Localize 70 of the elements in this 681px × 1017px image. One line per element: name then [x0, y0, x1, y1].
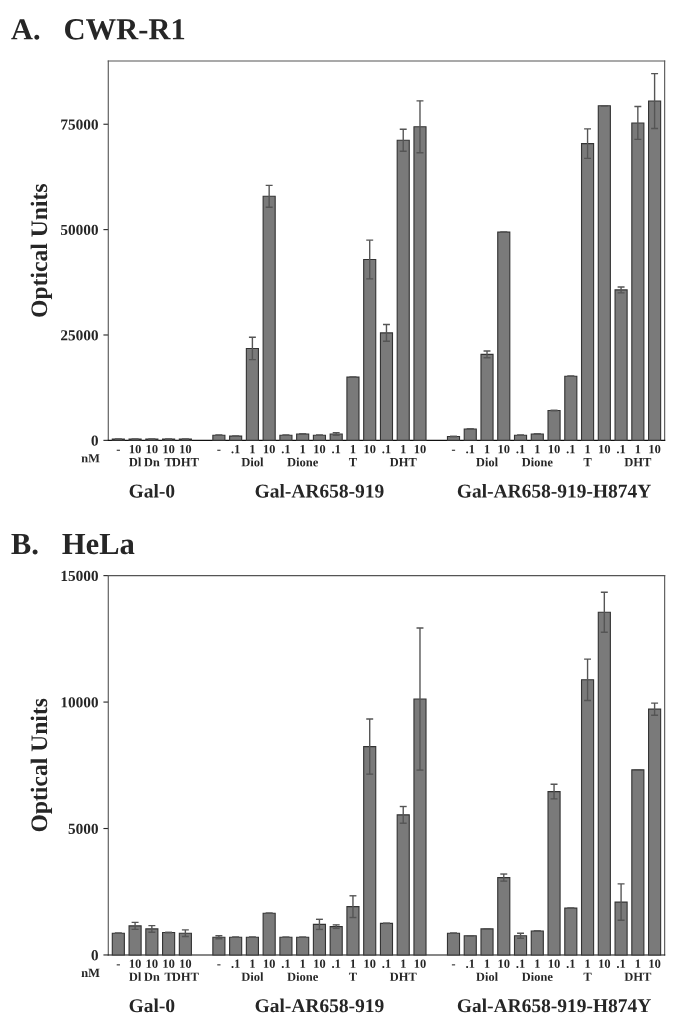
- x-tick-label: 1 Diol: [476, 959, 498, 981]
- text: nM: [81, 968, 100, 977]
- y-tick-label: 0: [91, 950, 98, 961]
- text: Gal-0: [129, 998, 175, 1013]
- y-tick-label: 0: [91, 435, 98, 446]
- x-tick-label: -: [451, 964, 456, 966]
- x-tick-label: .1: [382, 959, 391, 968]
- x-tick-label: 10: [599, 444, 611, 454]
- chart-title: B. HeLa: [11, 533, 135, 555]
- x-tick-label: 10: [498, 444, 510, 454]
- x-tick-label: .1: [616, 959, 626, 968]
- x-tick-label: .1: [516, 959, 525, 968]
- x-tick-label: 10: [548, 444, 560, 454]
- text: Gal-AR658-919: [255, 483, 384, 498]
- x-tick-label: 1 Diol: [476, 444, 498, 467]
- y-tick-label: 75000: [61, 119, 98, 130]
- x-tick-label: -: [116, 964, 120, 966]
- x-tick-label: .1: [382, 444, 391, 454]
- text: Gal-AR658-919-H874Y: [457, 998, 651, 1013]
- x-tick-label: .1: [566, 444, 575, 454]
- text: Gal-AR658-919-H874Y: [457, 483, 651, 498]
- x-tick-label: 10: [498, 959, 510, 968]
- x-tick-label: .1: [281, 444, 290, 454]
- x-tick-label: -: [217, 964, 221, 966]
- y-axis-title: Optical Units: [30, 698, 53, 832]
- y-axis-title: Optical Units: [30, 184, 53, 317]
- x-tick-label: 10: [263, 444, 275, 454]
- y-tick-label: 15000: [61, 570, 98, 582]
- x-tick-label: .1: [516, 444, 525, 454]
- x-tick-label: .1: [466, 444, 475, 454]
- chart-title: A. CWR-R1: [11, 19, 185, 40]
- x-tick-label: 1 T: [348, 959, 357, 981]
- x-tick-label: .1: [332, 444, 341, 454]
- x-tick-label: 1 T: [583, 444, 592, 467]
- x-tick-label: -: [217, 449, 221, 451]
- x-tick-label: 10 Dn: [144, 959, 160, 981]
- x-tick-label: .1: [231, 444, 240, 454]
- x-tick-label: 10 Dl: [129, 959, 142, 981]
- x-tick-label: 1 Diol: [241, 959, 264, 981]
- x-tick-label: 10: [414, 959, 426, 968]
- x-tick-label: .1: [281, 959, 290, 968]
- x-tick-label: .1: [332, 959, 341, 968]
- x-tick-label: 1 T: [348, 444, 357, 467]
- x-tick-label: .1: [466, 959, 475, 968]
- x-tick-label: 10: [263, 959, 275, 968]
- text: Gal-0: [129, 483, 175, 498]
- x-tick-label: 10: [364, 959, 376, 968]
- x-tick-label: 10: [314, 959, 326, 968]
- x-tick-label: .1: [616, 444, 626, 454]
- x-tick-label: 10: [364, 444, 376, 454]
- x-tick-label: 1 Diol: [241, 444, 264, 467]
- text: Gal-AR658-919: [255, 998, 384, 1013]
- x-tick-label: .1: [231, 959, 240, 968]
- x-tick-label: 10: [548, 959, 560, 968]
- x-tick-label: 10: [649, 959, 661, 968]
- y-tick-label: 5000: [68, 823, 98, 834]
- x-tick-label: 10: [599, 959, 611, 968]
- x-tick-label: 1 T: [583, 959, 592, 981]
- x-tick-label: -: [451, 449, 456, 451]
- y-tick-label: 50000: [60, 224, 98, 236]
- x-tick-label: 10: [314, 444, 326, 454]
- x-tick-label: 10: [414, 444, 426, 454]
- x-tick-label: 10 Dn: [144, 444, 160, 467]
- x-tick-label: .1: [566, 959, 575, 968]
- x-tick-label: 10: [649, 444, 661, 454]
- y-tick-label: 25000: [61, 330, 98, 341]
- y-tick-label: 10000: [61, 697, 98, 708]
- x-tick-label: 10 Dl: [129, 444, 142, 467]
- x-tick-label: -: [116, 449, 120, 451]
- text: nM: [81, 454, 100, 463]
